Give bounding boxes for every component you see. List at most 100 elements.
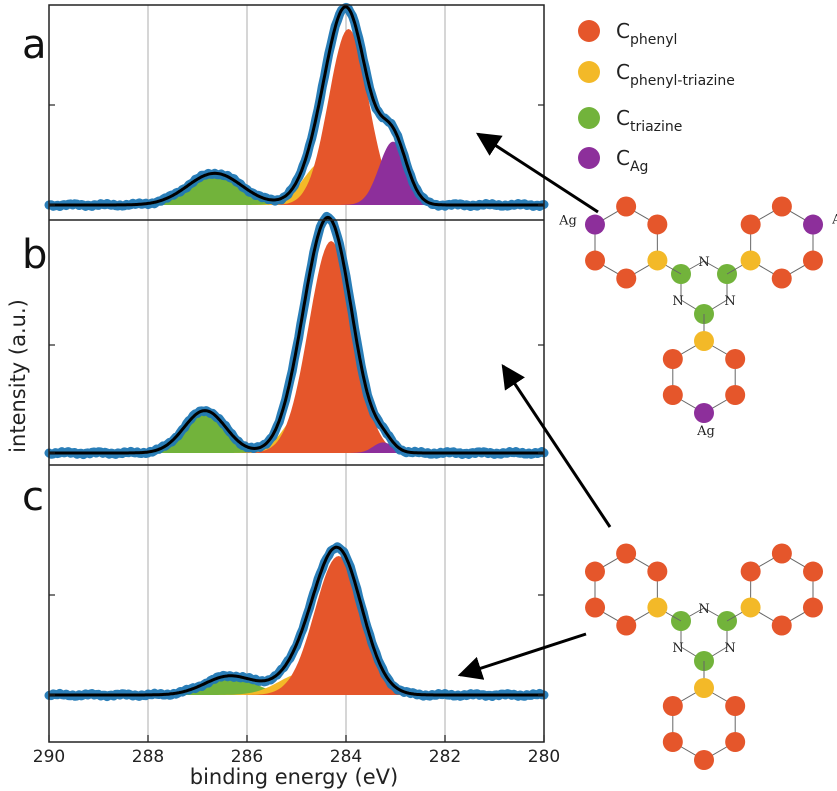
phenyl-carbon — [584, 561, 605, 582]
molecule-diagrams: N N N Ag Ag Ag N N N — [558, 196, 837, 770]
phenyl-carbon — [802, 250, 823, 271]
legend-swatch — [578, 20, 600, 42]
phenyl-carbon — [725, 732, 746, 752]
phenyl-carbon — [662, 349, 683, 369]
fit-envelope — [49, 215, 544, 455]
plot-area: a b c 290 288 286 284 282 280 — [22, 2, 560, 767]
phenyl-carbon — [771, 196, 792, 217]
panel-label: a — [22, 22, 47, 68]
panel-b: b — [22, 211, 549, 460]
phenyl-carbon — [725, 696, 746, 716]
legend-item: Cphenyl — [578, 19, 677, 48]
component-c-ag — [343, 442, 423, 453]
component-c-phenyl — [243, 556, 434, 695]
silver-label: Ag — [558, 214, 577, 229]
molecule-bonded-to-silver: N N N Ag Ag Ag — [558, 196, 837, 439]
arrow — [457, 632, 587, 680]
component-c-ag — [337, 141, 449, 205]
phenyl-carbon — [802, 597, 823, 618]
molecule-intact: N N N — [584, 543, 824, 770]
phenyl-carbon — [662, 696, 683, 716]
y-axis-title: intensity (a.u.) — [6, 299, 30, 453]
phenyl-triazine-carbon — [647, 250, 668, 271]
legend-label: Ctriazine — [616, 106, 682, 135]
phenyl-carbon — [616, 615, 637, 636]
phenyl-carbon — [616, 196, 637, 217]
phenyl-carbon — [740, 561, 761, 582]
panel-c: c — [22, 474, 549, 702]
panel-a: a — [22, 2, 549, 211]
bond — [594, 552, 658, 627]
silver-bonded-carbon — [584, 214, 605, 235]
legend-item: Ctriazine — [578, 106, 682, 135]
component-c-triazine — [105, 173, 324, 205]
panel-label: c — [22, 474, 44, 520]
x-tick-label: 284 — [330, 747, 362, 767]
phenyl-carbon — [585, 597, 606, 618]
phenyl-carbon — [694, 750, 714, 770]
x-tick-label: 280 — [528, 747, 560, 767]
x-tick-label: 282 — [429, 747, 461, 767]
legend-item: Cphenyl-triazine — [578, 60, 735, 89]
nitrogen-label: N — [724, 294, 735, 309]
phenyl-triazine-carbon — [647, 597, 668, 618]
legend-swatch — [578, 147, 600, 169]
nitrogen-label: N — [672, 641, 683, 656]
phenyl-carbon — [662, 385, 683, 405]
phenyl-carbon — [771, 543, 792, 564]
bond — [672, 340, 736, 414]
phenyl-triazine-carbon — [694, 678, 714, 698]
legend-label: Cphenyl — [616, 19, 677, 48]
phenyl-triazine-carbon — [694, 331, 714, 351]
phenyl-carbon — [616, 543, 637, 564]
nitrogen-label: N — [698, 255, 709, 270]
legend-item: CAg — [578, 146, 648, 175]
nitrogen-label: N — [698, 602, 709, 617]
bond — [594, 205, 658, 280]
phenyl-triazine-carbon — [740, 597, 761, 618]
phenyl-carbon — [740, 214, 761, 235]
panel-label: b — [22, 232, 47, 278]
phenyl-carbon — [803, 561, 824, 582]
nitrogen-label: N — [724, 641, 735, 656]
bond — [750, 205, 814, 280]
component-c-phenyl — [269, 29, 428, 205]
legend-label: CAg — [616, 146, 648, 175]
x-axis-title: binding energy (eV) — [190, 765, 398, 789]
x-tick-label: 288 — [132, 747, 164, 767]
silver-label: Ag — [696, 424, 715, 439]
phenyl-carbon — [771, 615, 792, 636]
phenyl-carbon — [725, 349, 746, 369]
fit-envelope — [49, 545, 544, 697]
fit-envelope — [49, 5, 544, 207]
arrows — [457, 132, 612, 680]
phenyl-carbon — [647, 214, 668, 235]
phenyl-carbon — [647, 561, 668, 582]
phenyl-carbon — [725, 385, 746, 405]
phenyl-carbon — [662, 732, 683, 752]
plot-frame — [48, 4, 545, 743]
silver-bonded-carbon — [694, 403, 714, 423]
bond — [750, 552, 814, 627]
phenyl-carbon — [616, 268, 637, 289]
x-tick-label: 286 — [231, 747, 263, 767]
legend: Cphenyl Cphenyl-triazine Ctriazine CAg — [578, 19, 735, 175]
legend-swatch — [578, 107, 600, 129]
legend-swatch — [578, 61, 600, 83]
silver-label: Ag — [831, 213, 837, 228]
component-c-triazine — [130, 676, 329, 695]
bond — [672, 687, 736, 761]
x-tick-label: 290 — [33, 747, 65, 767]
legend-label: Cphenyl-triazine — [616, 60, 735, 89]
nitrogen-label: N — [672, 294, 683, 309]
arrow — [501, 364, 612, 528]
phenyl-triazine-carbon — [740, 250, 761, 271]
phenyl-carbon — [585, 250, 606, 271]
arrow — [475, 132, 599, 214]
silver-bonded-carbon — [803, 214, 824, 235]
phenyl-carbon — [771, 268, 792, 289]
component-c-phenyl — [242, 241, 421, 453]
component-c-triazine — [121, 410, 289, 453]
data-points — [44, 2, 549, 211]
